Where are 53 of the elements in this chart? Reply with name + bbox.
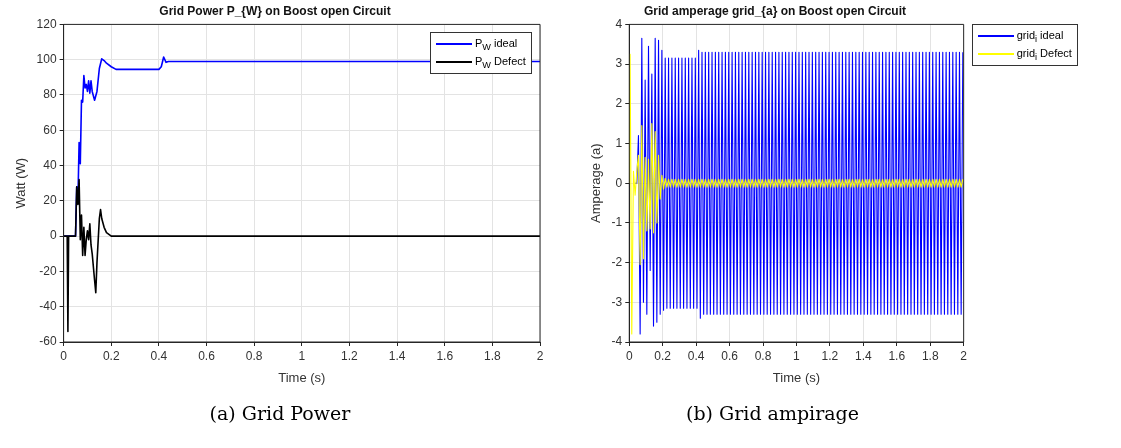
legend-label: P$_{W}$ Defect: [475, 54, 526, 70]
legend-label: grid$_{i}$ ideal: [1016, 28, 1064, 44]
chart-title: Grid amperage grid_{a} on Boost open Circuit: [643, 3, 907, 18]
y-tick-label: -60: [39, 334, 57, 349]
y-tick-label: -1: [611, 215, 623, 230]
y-tick-label: 1: [615, 135, 623, 150]
chart-title: Grid Power P_{W} on Boost open Circuit: [159, 3, 391, 18]
y-tick-label: 60: [43, 122, 57, 137]
x-tick-label: 0: [60, 348, 68, 363]
x-tick-label: 1.2: [341, 348, 359, 363]
x-tick-label: 2: [536, 348, 544, 363]
text: (a) Grid Power: [208, 402, 352, 424]
y-tick-label: -4: [611, 334, 623, 349]
x-tick-label: 1: [298, 348, 306, 363]
y-tick-label: 120: [36, 16, 57, 31]
x-tick-label: 0.4: [150, 348, 168, 363]
text: (b) Grid ampirage: [685, 402, 860, 424]
x-tick-label: 1.6: [888, 348, 906, 363]
x-tick-label: 0: [625, 348, 633, 363]
y-tick-label: 100: [36, 52, 57, 66]
y-tick-label: -40: [39, 299, 57, 314]
y-tick-label: 40: [43, 157, 57, 172]
x-tick-label: 1.6: [436, 348, 454, 363]
y-tick-label: 4: [615, 16, 623, 31]
x-tick-label: 0.6: [198, 348, 216, 363]
y-tick-label: 3: [615, 56, 623, 71]
x-tick-label: 1.2: [821, 348, 839, 363]
x-axis-title: Time (s): [278, 369, 326, 385]
x-tick-label: 0.8: [245, 348, 263, 363]
x-tick-label: 0.4: [687, 348, 705, 363]
y-tick-label: -20: [39, 263, 57, 278]
x-tick-label: 1: [793, 348, 801, 363]
y-tick-label: 20: [43, 193, 57, 208]
y-tick-label: 80: [43, 87, 57, 102]
x-tick-label: 0.2: [654, 348, 672, 363]
x-axis-title: Time (s): [772, 369, 821, 385]
y-axis-title: Watt (W): [13, 157, 29, 209]
x-tick-label: 1.8: [921, 348, 939, 363]
y-tick-label: 2: [615, 96, 623, 111]
legend-label: P$_{W}$ ideal: [475, 36, 518, 52]
y-tick-label: -3: [611, 294, 623, 309]
x-tick-label: 0.2: [102, 348, 120, 363]
y-tick-label: 0: [615, 175, 623, 190]
x-tick-label: 0.8: [754, 348, 772, 363]
x-tick-label: 1.8: [484, 348, 502, 363]
y-tick-label: 0: [49, 228, 57, 243]
x-tick-label: 0.6: [721, 348, 739, 363]
legend-label: grid$_{i}$ Defect: [1016, 46, 1072, 62]
x-tick-label: 1.4: [855, 348, 873, 363]
y-tick-label: -2: [611, 254, 623, 269]
y-axis-title: Amperage (a): [588, 143, 604, 223]
x-tick-label: 1.4: [388, 348, 406, 363]
x-tick-label: 2: [960, 348, 968, 363]
